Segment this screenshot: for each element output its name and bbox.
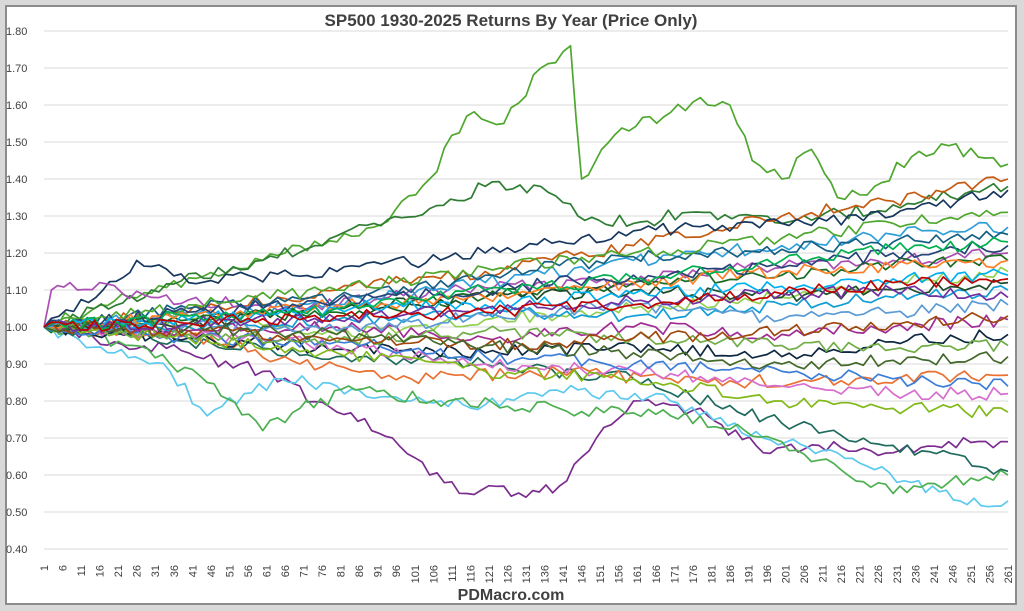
y-tick-label: 1.20 xyxy=(6,248,27,260)
x-tick-label: 161 xyxy=(632,565,644,583)
series-line xyxy=(43,180,1009,328)
y-tick-label: 0.40 xyxy=(6,544,27,556)
x-tick-label: 11 xyxy=(76,565,88,576)
x-tick-label: 1 xyxy=(39,565,51,571)
x-tick-label: 31 xyxy=(150,565,162,577)
x-tick-label: 131 xyxy=(521,565,533,583)
series-line xyxy=(43,319,1009,370)
y-tick-label: 0.90 xyxy=(6,359,27,371)
y-tick-label: 0.50 xyxy=(6,507,27,519)
y-tick-label: 0.60 xyxy=(6,470,27,482)
x-tick-label: 66 xyxy=(280,565,292,577)
x-tick-label: 251 xyxy=(966,565,978,583)
x-tick-label: 96 xyxy=(391,565,403,577)
x-tick-label: 146 xyxy=(577,565,589,583)
x-tick-label: 216 xyxy=(836,565,848,583)
y-tick-label: 1.50 xyxy=(6,137,27,149)
x-tick-label: 116 xyxy=(465,565,477,583)
y-tick-label: 1.10 xyxy=(6,285,27,297)
x-tick-label: 176 xyxy=(688,565,700,583)
x-tick-label: 51 xyxy=(224,565,236,577)
x-tick-label: 231 xyxy=(892,565,904,583)
x-tick-label: 196 xyxy=(762,565,774,583)
series-line xyxy=(43,236,1009,331)
x-tick-label: 246 xyxy=(947,565,959,583)
x-tick-label: 171 xyxy=(669,565,681,583)
x-tick-label: 111 xyxy=(447,565,459,582)
x-tick-label: 256 xyxy=(984,565,996,583)
series-line xyxy=(43,321,1009,354)
series-line xyxy=(43,322,1009,495)
series-line xyxy=(43,321,1009,419)
y-tick-label: 1.40 xyxy=(6,174,27,186)
x-tick-label: 181 xyxy=(706,565,718,583)
y-tick-label: 1.00 xyxy=(6,322,27,334)
x-tick-label: 76 xyxy=(317,565,329,577)
y-axis-ticks: 0.40 0.50 0.60 0.70 0.80 0.90 1.00 1.10 1.20 1.30… xyxy=(6,26,27,556)
x-tick-label: 241 xyxy=(929,565,941,583)
x-tick-label: 211 xyxy=(818,565,830,583)
y-tick-label: 1.70 xyxy=(6,63,27,75)
x-tick-label: 101 xyxy=(410,565,422,583)
x-tick-label: 26 xyxy=(132,565,144,577)
x-tick-label: 186 xyxy=(725,565,737,583)
series-line xyxy=(43,311,1009,351)
y-tick-label: 1.60 xyxy=(6,100,27,112)
x-tick-label: 61 xyxy=(261,565,273,577)
x-tick-label: 236 xyxy=(910,565,922,583)
x-tick-label: 121 xyxy=(484,565,496,583)
x-tick-label: 151 xyxy=(595,565,607,583)
x-tick-label: 91 xyxy=(373,565,385,577)
series-line xyxy=(43,189,1009,328)
x-tick-label: 16 xyxy=(95,565,107,577)
x-tick-label: 261 xyxy=(1003,565,1015,583)
series-line xyxy=(43,278,1009,332)
x-tick-label: 106 xyxy=(428,565,440,583)
x-tick-label: 221 xyxy=(855,565,867,583)
x-tick-label: 156 xyxy=(614,565,626,583)
x-tick-label: 6 xyxy=(58,565,70,571)
y-tick-label: 1.30 xyxy=(6,211,27,223)
x-axis-ticks: 1 6 11 16 21 26 31 36 41 46 51 56 61 66 71 76 81 86 91 96 10… xyxy=(39,565,1015,583)
chart-footer: PDMacro.com xyxy=(457,587,565,604)
series-line xyxy=(43,230,1009,332)
series-line xyxy=(43,209,1009,328)
x-tick-label: 86 xyxy=(354,565,366,577)
chart-title: SP500 1930-2025 Returns By Year (Price O… xyxy=(324,11,698,30)
x-tick-label: 136 xyxy=(540,565,552,583)
series-line xyxy=(43,240,1009,329)
x-tick-label: 206 xyxy=(799,565,811,583)
y-tick-label: 0.70 xyxy=(6,433,27,445)
series-line xyxy=(43,320,1009,475)
series-line xyxy=(43,221,1009,334)
series-line xyxy=(43,257,1009,329)
series-line xyxy=(43,298,1009,333)
x-tick-label: 81 xyxy=(336,565,348,577)
series-line xyxy=(43,44,1009,332)
x-tick-label: 21 xyxy=(113,565,125,577)
x-tick-label: 166 xyxy=(651,565,663,583)
series-group xyxy=(43,44,1009,508)
series-line xyxy=(43,284,1009,332)
x-tick-label: 226 xyxy=(873,565,885,583)
x-tick-label: 41 xyxy=(187,565,199,577)
series-line xyxy=(43,276,1009,333)
x-tick-label: 191 xyxy=(743,565,755,583)
series-line xyxy=(43,326,1009,499)
y-tick-label: 1.80 xyxy=(6,26,27,38)
x-tick-label: 126 xyxy=(502,565,514,583)
x-tick-label: 36 xyxy=(169,565,181,577)
x-tick-label: 46 xyxy=(206,565,218,577)
grid-lines xyxy=(44,30,1008,550)
x-tick-label: 141 xyxy=(558,565,570,583)
x-tick-label: 56 xyxy=(243,565,255,577)
series-line xyxy=(43,321,1009,389)
series-line xyxy=(43,320,1009,401)
x-tick-label: 201 xyxy=(781,565,793,583)
series-line xyxy=(43,326,1009,508)
y-tick-label: 0.80 xyxy=(6,396,27,408)
x-tick-label: 71 xyxy=(299,565,311,577)
